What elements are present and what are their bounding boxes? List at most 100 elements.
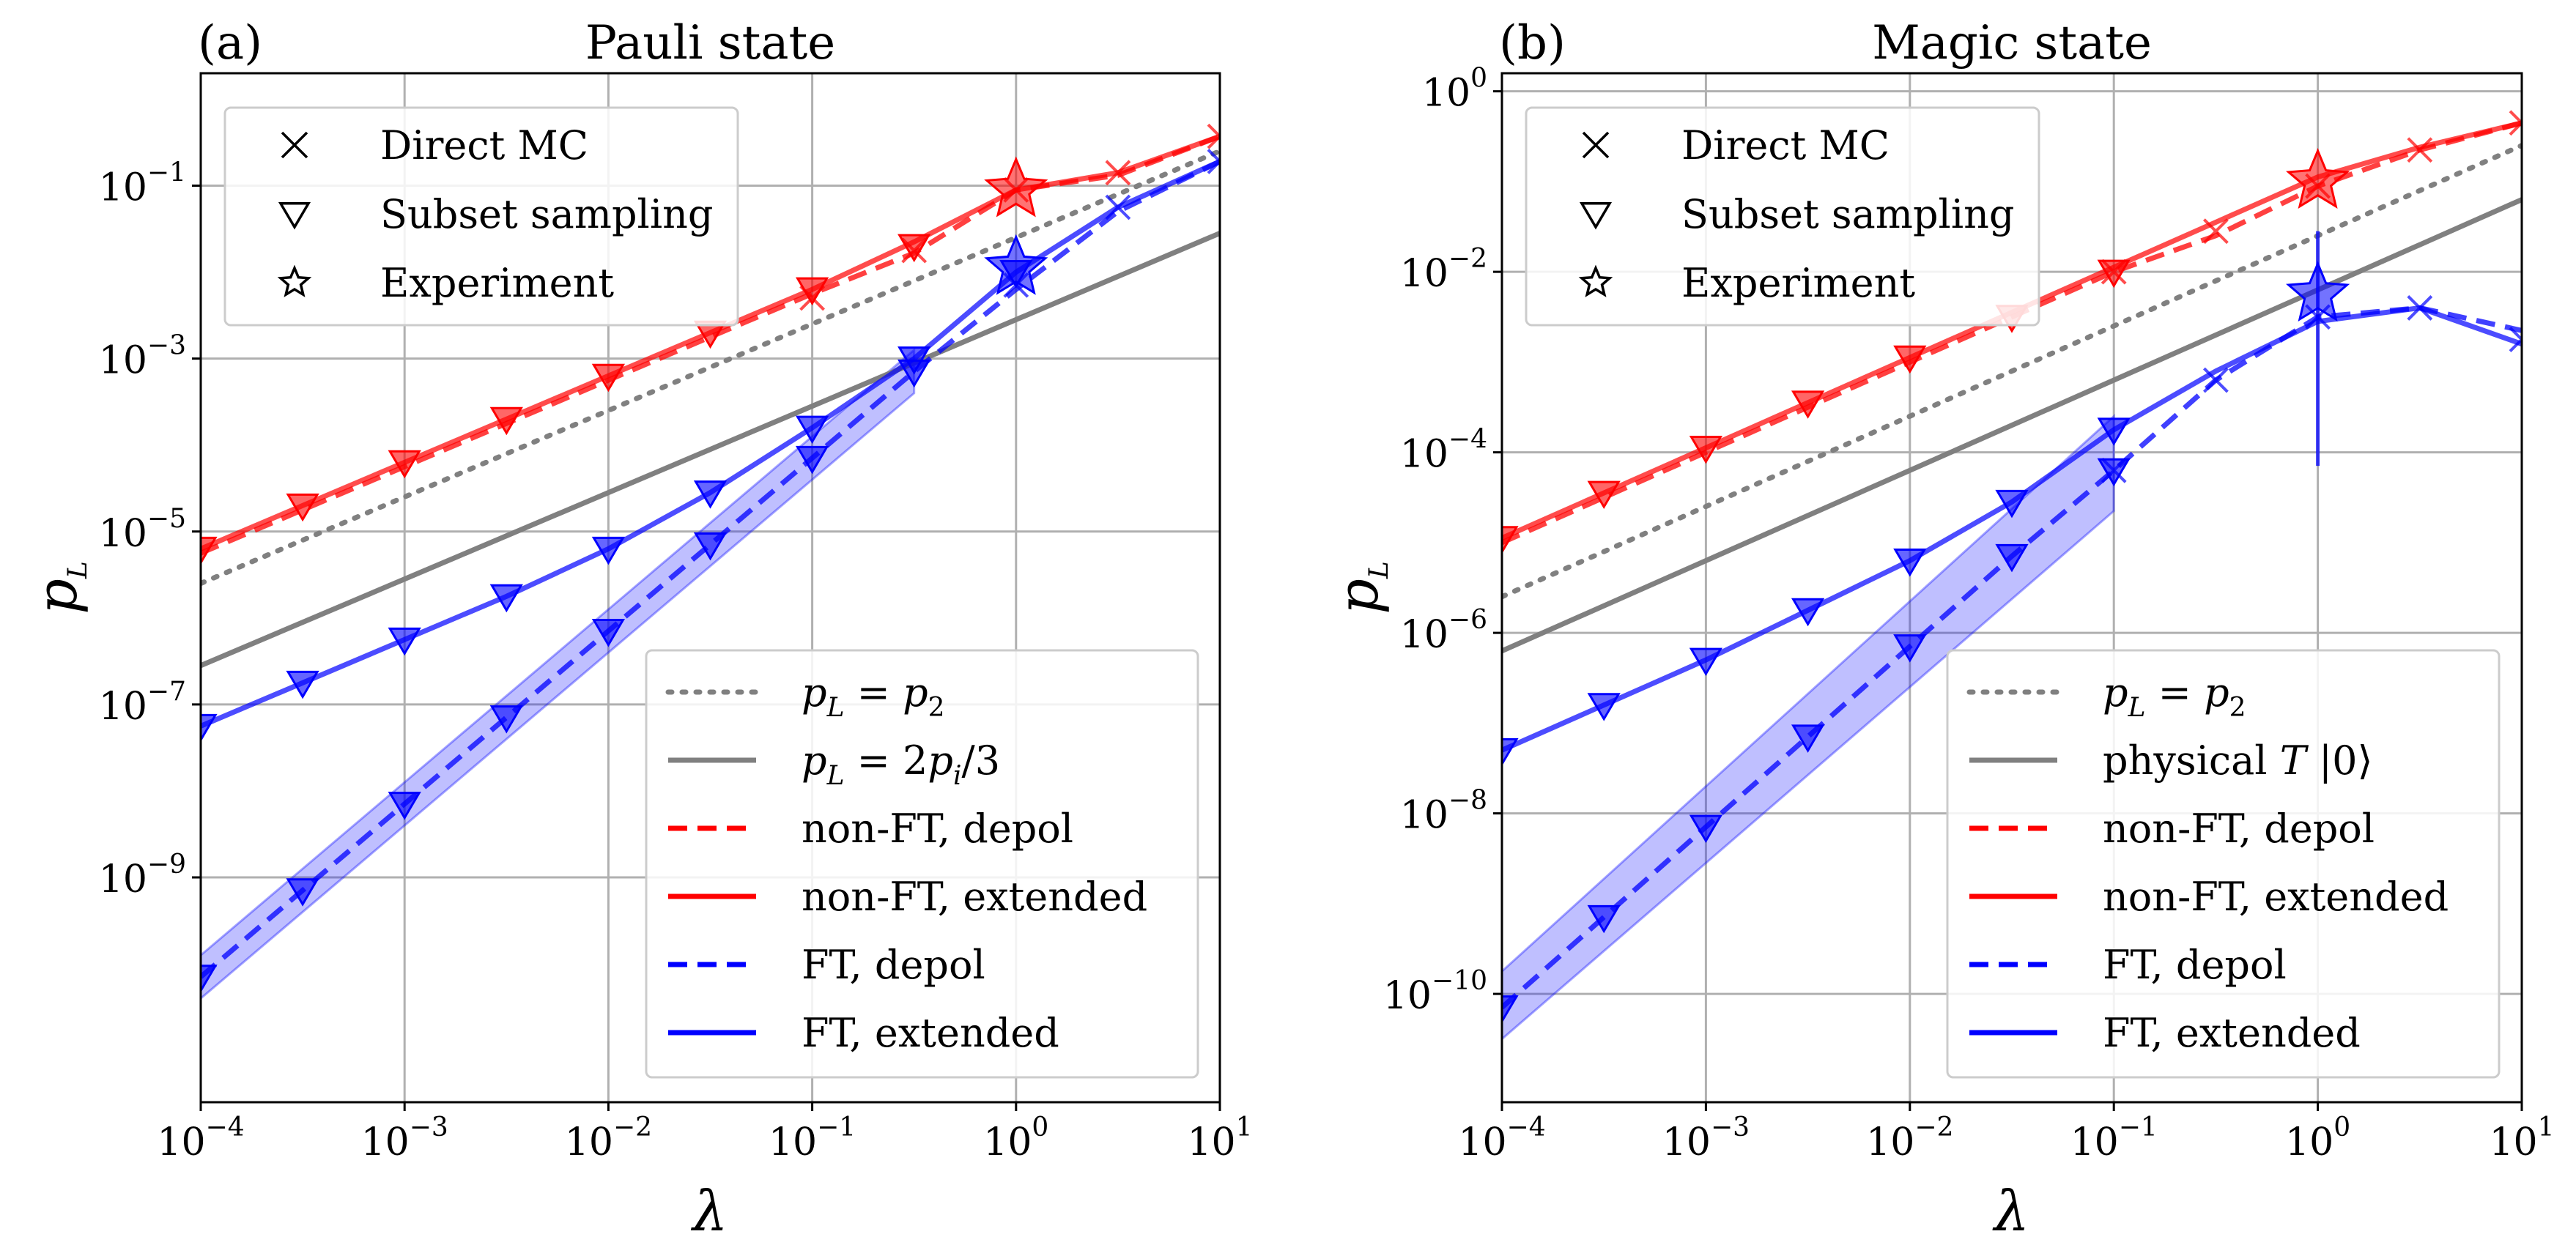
confidence-band (201, 347, 916, 1000)
triangle-marker (388, 792, 421, 820)
line-legend-label: FT, extended (802, 1010, 1059, 1056)
x-tick-label: 10−2 (1866, 1112, 1953, 1164)
y-tick-label: 10−9 (99, 850, 186, 902)
line-legend-label: physical T |0⟩ (2103, 737, 2373, 784)
experiment-star (2285, 261, 2350, 322)
y-tick-label: 10−3 (99, 331, 186, 383)
y-tick-label: 10−6 (1400, 605, 1487, 657)
triangle-marker (795, 415, 829, 445)
triangle-marker (1893, 634, 1927, 663)
marker-legend-box (1525, 106, 2040, 327)
triangle-marker (693, 532, 728, 561)
panel-a: 10−4 10−3 10−2 10−1 100 10110−110−310−510−710… (24, 16, 1253, 1244)
line-legend-box (1946, 649, 2501, 1079)
chart-title: Pauli state (585, 16, 835, 70)
cross-marker (2509, 327, 2522, 352)
axes-frame (199, 72, 1221, 1104)
triangle-marker (286, 493, 319, 522)
cross-marker (2202, 367, 2229, 393)
cross-marker (1207, 149, 1220, 174)
series-line (201, 133, 1220, 556)
triangle-marker (286, 878, 319, 907)
triangle-marker (1587, 480, 1621, 510)
triangle-marker (1689, 435, 1723, 464)
x-tick-label: 10−4 (1458, 1112, 1545, 1164)
triangle-marker (489, 406, 523, 436)
star-legend-icon (1578, 264, 1613, 297)
panel-label: (a) (198, 16, 262, 70)
experiment-star (984, 156, 1048, 218)
x-tick-label: 10−3 (1662, 1112, 1750, 1164)
y-axis-label: pL (24, 561, 93, 614)
panel-label: (b) (1499, 16, 1566, 70)
x-tick-label: 10−3 (361, 1112, 448, 1164)
triangle-legend-icon (278, 202, 311, 230)
reference-line (201, 231, 1220, 668)
x-tick-label: 101 (2489, 1112, 2554, 1164)
triangle-marker (1995, 489, 2029, 519)
x-tick-label: 10−1 (769, 1112, 856, 1164)
triangle-marker (286, 670, 319, 699)
line-legend-label: pL = p2 (2103, 669, 2246, 723)
triangle-marker (1893, 549, 1927, 577)
triangle-marker (591, 536, 626, 565)
y-tick-labels: 100 10−2 10−4 10−6 10−8 10−10 (1383, 64, 1502, 1018)
marker-legend-label: Subset sampling (380, 191, 713, 237)
x-axis-label: λ (690, 1178, 728, 1244)
triangle-marker (1689, 647, 1723, 677)
x-axis-label: λ (1992, 1178, 2029, 1244)
y-tick-label: 10−2 (1400, 244, 1487, 296)
triangle-marker (489, 584, 523, 613)
cross-marker (2509, 110, 2522, 136)
cross-marker (2407, 137, 2433, 163)
line-legend: pL = p2 physical T |0⟩ non-FT, depol non-FT… (1946, 649, 2501, 1079)
cross-marker (2101, 259, 2127, 285)
triangle-marker (1502, 526, 1519, 554)
cross-marker (1105, 160, 1131, 186)
line-legend-label: pL = 2pi/3 (802, 737, 1000, 791)
cross-marker (901, 237, 928, 264)
y-tick-label: 10−7 (99, 677, 186, 729)
x-tick-label: 10−2 (565, 1112, 652, 1164)
triangle-marker (897, 359, 931, 388)
y-tick-label: 10−1 (99, 157, 186, 209)
experiment-star (984, 234, 1048, 295)
x-tick-label: 100 (983, 1112, 1048, 1164)
series-line (201, 159, 1220, 979)
triangle-marker (1689, 814, 1723, 844)
marker-legend-box (223, 106, 739, 327)
triangle-legend-icon (1579, 202, 1613, 230)
triangle-marker (1893, 345, 1927, 374)
cross-marker (2202, 218, 2229, 245)
y-axis-label: pL (1325, 561, 1394, 614)
marker-legend-label: Experiment (380, 260, 614, 306)
cross-marker (2101, 457, 2127, 483)
y-tick-labels: 10−1 10−3 10−5 10−7 10−9 (99, 157, 201, 902)
line-legend-label: FT, depol (802, 942, 985, 988)
cross-legend-icon (1582, 131, 1610, 159)
star-legend-icon (277, 264, 312, 297)
triangle-marker (1791, 598, 1825, 627)
triangle-marker (1502, 737, 1519, 767)
x-tick-labels: 10−4 10−3 10−2 10−1 100 101 (157, 1102, 1253, 1164)
triangle-marker (591, 619, 626, 647)
marker-legend: Direct MC Subset sampling Experiment (223, 106, 739, 327)
cross-legend-icon (281, 131, 308, 159)
triangle-marker (2097, 417, 2131, 446)
x-tick-label: 10−4 (157, 1112, 244, 1164)
line-legend-label: non-FT, depol (802, 806, 1073, 852)
marker-legend-label: Direct MC (1681, 122, 1890, 168)
plot-area (201, 123, 1220, 1000)
triangle-marker (1587, 904, 1621, 934)
y-tick-label: 10−10 (1383, 966, 1487, 1018)
line-legend-label: non-FT, extended (802, 874, 1147, 920)
chart-title: Magic state (1872, 16, 2152, 70)
triangle-marker (693, 480, 728, 509)
y-tick-label: 100 (1422, 64, 1487, 116)
x-tick-label: 100 (2285, 1112, 2350, 1164)
triangle-marker (201, 536, 218, 565)
triangle-marker (388, 450, 421, 479)
line-legend-label: pL = p2 (802, 669, 945, 723)
axes-frame (1500, 72, 2523, 1104)
triangle-marker (1502, 995, 1519, 1024)
